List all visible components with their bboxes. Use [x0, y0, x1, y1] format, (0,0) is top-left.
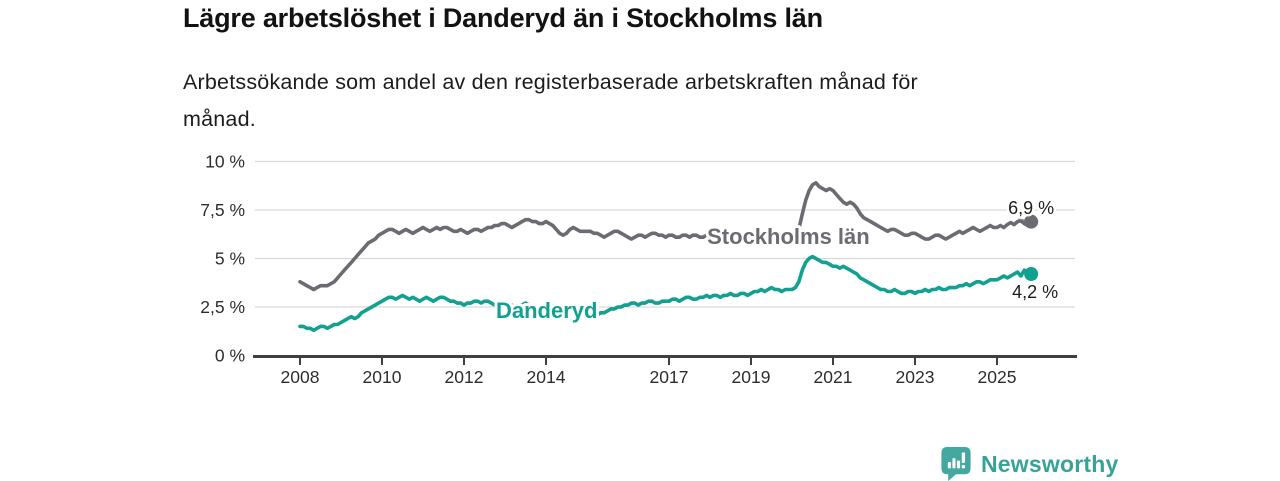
- x-tick-label: 2010: [363, 367, 402, 387]
- y-tick-label: 10 %: [205, 152, 245, 172]
- exclamation-bar: [961, 452, 966, 464]
- y-tick-label: 2,5 %: [200, 297, 245, 317]
- y-tick-label: 7,5 %: [200, 200, 245, 220]
- newsworthy-logo-icon: [941, 446, 971, 481]
- bar-1: [947, 462, 951, 469]
- x-tick-label: 2014: [527, 367, 566, 387]
- x-tick-label: 2008: [281, 367, 320, 387]
- chart-subtitle: Arbetssökande som andel av den registerb…: [183, 64, 918, 138]
- speech-bubble-shape: [941, 446, 971, 481]
- chart-subtitle-line-1: Arbetssökande som andel av den registerb…: [183, 70, 918, 94]
- line-chart: 10 % 7,5 % 5 % 2,5 % 0 % 2008 2010 2012 2014 2017…: [200, 152, 1077, 387]
- series-label-stockholms-l-n: Stockholms län: [707, 224, 870, 249]
- exclamation-dot: [961, 465, 966, 469]
- x-tick-label: 2012: [445, 367, 484, 387]
- x-tick-label: 2019: [732, 367, 771, 387]
- newsworthy-brand-text: Newsworthy: [981, 451, 1119, 477]
- chart-subtitle-line-2: månad.: [183, 107, 256, 131]
- x-tick-label: 2025: [978, 367, 1017, 387]
- series-end-dot-stockholms-l-n: [1024, 214, 1039, 229]
- chart-title: Lägre arbetslöshet i Danderyd än i Stock…: [183, 3, 823, 33]
- x-tick-label: 2021: [814, 367, 853, 387]
- bar-2: [952, 458, 956, 469]
- x-tick-label: 2023: [896, 367, 935, 387]
- series-end-dot-danderyd: [1024, 267, 1039, 282]
- y-tick-label: 0 %: [215, 346, 245, 366]
- x-tick-label: 2017: [650, 367, 689, 387]
- y-tick-label: 5 %: [215, 249, 245, 269]
- end-value-annotation-stockholms-l-n: 6,9 %: [1008, 198, 1054, 218]
- series-line-stockholms-l-n: [298, 181, 1033, 292]
- end-value-annotation-danderyd: 4,2 %: [1012, 282, 1058, 302]
- bar-3: [956, 460, 961, 469]
- series-line-danderyd: [298, 254, 1033, 333]
- series-label-danderyd: Danderyd: [496, 298, 597, 323]
